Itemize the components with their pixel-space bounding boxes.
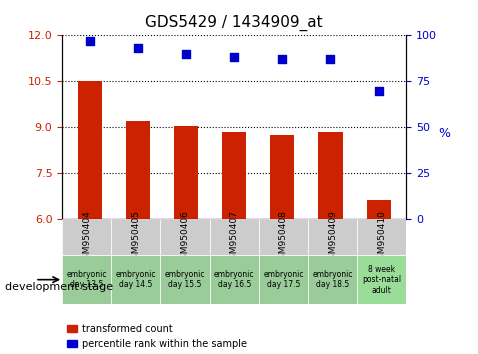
Bar xyxy=(126,121,150,219)
Legend: transformed count, percentile rank within the sample: transformed count, percentile rank withi… xyxy=(67,324,247,349)
Point xyxy=(182,51,190,57)
Text: embryonic
day 17.5: embryonic day 17.5 xyxy=(263,270,304,289)
Bar xyxy=(210,255,259,304)
Bar xyxy=(161,255,210,304)
Point xyxy=(326,57,334,62)
Point xyxy=(230,55,238,60)
Bar xyxy=(111,255,161,304)
Bar xyxy=(62,255,111,304)
Text: embryonic
day 13.5: embryonic day 13.5 xyxy=(66,270,107,289)
Title: GDS5429 / 1434909_at: GDS5429 / 1434909_at xyxy=(145,15,323,31)
Point xyxy=(86,38,94,44)
Text: GSM950404: GSM950404 xyxy=(82,210,91,264)
Bar xyxy=(161,219,210,255)
Bar xyxy=(222,132,246,219)
Text: GSM950406: GSM950406 xyxy=(181,210,190,265)
Text: 8 week
post-natal
adult: 8 week post-natal adult xyxy=(362,265,401,295)
Point xyxy=(375,88,382,93)
Y-axis label: %: % xyxy=(438,127,450,141)
Bar xyxy=(308,219,357,255)
Bar xyxy=(357,255,406,304)
Text: GSM950408: GSM950408 xyxy=(279,210,288,265)
Text: embryonic
day 16.5: embryonic day 16.5 xyxy=(214,270,254,289)
Bar xyxy=(357,219,406,255)
Text: GSM950405: GSM950405 xyxy=(131,210,141,265)
Text: development stage: development stage xyxy=(5,282,113,292)
Bar xyxy=(62,219,111,255)
Bar xyxy=(210,219,259,255)
Bar xyxy=(271,135,294,219)
Bar xyxy=(78,81,102,219)
Point xyxy=(279,57,286,62)
Text: embryonic
day 14.5: embryonic day 14.5 xyxy=(116,270,156,289)
Bar xyxy=(259,219,308,255)
Text: embryonic
day 15.5: embryonic day 15.5 xyxy=(165,270,206,289)
Point xyxy=(134,45,142,51)
Bar xyxy=(174,126,198,219)
Text: GSM950407: GSM950407 xyxy=(230,210,239,265)
Bar xyxy=(308,255,357,304)
Text: GSM950410: GSM950410 xyxy=(377,210,386,265)
Text: embryonic
day 18.5: embryonic day 18.5 xyxy=(312,270,353,289)
Bar xyxy=(318,132,343,219)
Bar xyxy=(111,219,161,255)
Text: GSM950409: GSM950409 xyxy=(328,210,337,265)
Bar xyxy=(259,255,308,304)
Bar xyxy=(367,200,391,219)
